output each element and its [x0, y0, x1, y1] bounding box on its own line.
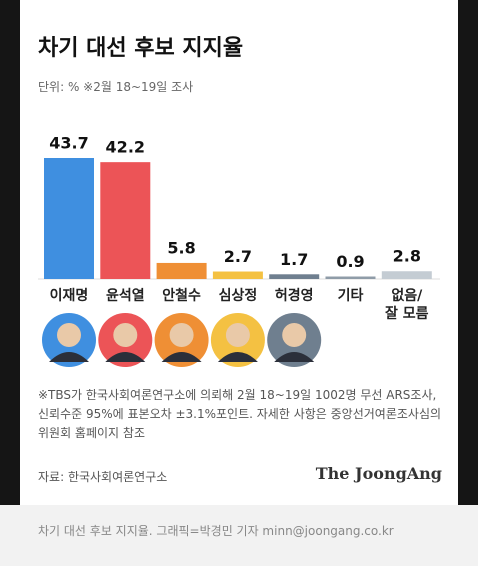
bar: [212, 271, 263, 279]
candidate-face: [57, 323, 81, 347]
value-label: 2.7: [224, 247, 252, 266]
chart-subtitle: 단위: % ※2월 18~19일 조사: [38, 80, 194, 94]
candidate-suit: [161, 352, 202, 362]
category-label: 윤석열: [105, 288, 145, 304]
bar: [156, 262, 207, 279]
candidate-suit: [49, 352, 89, 362]
chart-title: 차기 대선 후보 지지율: [38, 36, 244, 61]
bar: [381, 271, 432, 279]
candidate-face: [225, 323, 250, 347]
value-label: 5.8: [167, 238, 195, 257]
candidate-suit: [274, 352, 315, 362]
candidate-face: [282, 323, 307, 347]
bar: [44, 158, 94, 279]
candidate-suit: [217, 352, 258, 362]
note: ※TBS가 한국사회여론연구소에 의뢰해 2월 18~19일 1002명 무선 …: [38, 388, 442, 440]
candidate-suit: [105, 352, 146, 362]
value-label: 42.2: [106, 138, 145, 157]
category-label: 허경영: [274, 288, 314, 304]
value-label: 1.7: [280, 250, 308, 269]
category-label: 이재명: [49, 288, 89, 304]
value-label: 43.7: [49, 134, 88, 153]
value-label: 0.9: [336, 252, 364, 271]
chart: 43.7 42.2 5.8 2.7 1.7 0.9 2.8: [38, 134, 440, 367]
category-label: 안철수: [162, 288, 201, 304]
category-label: 심상정: [218, 288, 258, 304]
bar: [100, 162, 151, 279]
bar: [269, 274, 320, 279]
source: 자료: 한국사회여론연구소: [38, 470, 168, 484]
caption: 차기 대선 후보 지지율. 그래픽=박경민 기자 minn@joongang.c…: [38, 524, 394, 538]
category-label: 기타: [337, 288, 364, 304]
brand: The JoongAng: [315, 464, 442, 483]
candidate-face: [169, 323, 194, 347]
value-label: 2.8: [393, 247, 421, 266]
candidate-face: [113, 323, 138, 347]
category-label: 없음/ 잘 모름: [385, 288, 429, 322]
bar: [325, 276, 376, 279]
